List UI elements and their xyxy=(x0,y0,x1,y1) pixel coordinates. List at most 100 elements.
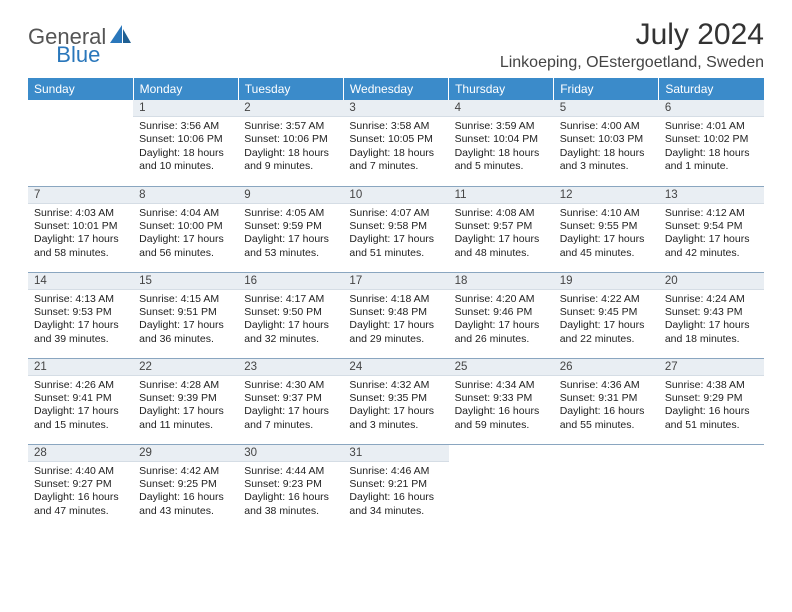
day-number: 24 xyxy=(343,359,448,376)
day-details: Sunrise: 4:01 AMSunset: 10:02 PMDaylight… xyxy=(659,117,764,178)
day-number: 1 xyxy=(133,100,238,117)
daylight-line1: Daylight: 17 hours xyxy=(349,405,442,418)
daylight-line1: Daylight: 17 hours xyxy=(139,233,232,246)
calendar-table: Sunday Monday Tuesday Wednesday Thursday… xyxy=(28,78,764,530)
daylight-line2: and 51 minutes. xyxy=(665,419,758,432)
sunset-text: Sunset: 10:00 PM xyxy=(139,220,232,233)
daylight-line1: Daylight: 18 hours xyxy=(665,147,758,160)
daylight-line2: and 10 minutes. xyxy=(139,160,232,173)
calendar-cell: 12Sunrise: 4:10 AMSunset: 9:55 PMDayligh… xyxy=(554,186,659,272)
calendar-cell: 25Sunrise: 4:34 AMSunset: 9:33 PMDayligh… xyxy=(449,358,554,444)
calendar-row: 7Sunrise: 4:03 AMSunset: 10:01 PMDayligh… xyxy=(28,186,764,272)
sunrise-text: Sunrise: 4:40 AM xyxy=(34,465,127,478)
sunrise-text: Sunrise: 4:44 AM xyxy=(244,465,337,478)
day-details: Sunrise: 4:26 AMSunset: 9:41 PMDaylight:… xyxy=(28,376,133,437)
day-number: 5 xyxy=(554,100,659,117)
sunset-text: Sunset: 9:27 PM xyxy=(34,478,127,491)
logo-text-blue: Blue xyxy=(56,42,100,68)
daylight-line2: and 26 minutes. xyxy=(455,333,548,346)
daylight-line1: Daylight: 17 hours xyxy=(244,405,337,418)
title-block: July 2024 Linkoeping, OEstergoetland, Sw… xyxy=(500,18,764,72)
daylight-line1: Daylight: 17 hours xyxy=(139,319,232,332)
daylight-line2: and 59 minutes. xyxy=(455,419,548,432)
sunset-text: Sunset: 9:37 PM xyxy=(244,392,337,405)
sunset-text: Sunset: 10:02 PM xyxy=(665,133,758,146)
day-number: 15 xyxy=(133,273,238,290)
sunrise-text: Sunrise: 4:36 AM xyxy=(560,379,653,392)
calendar-row: 21Sunrise: 4:26 AMSunset: 9:41 PMDayligh… xyxy=(28,358,764,444)
day-number: 4 xyxy=(449,100,554,117)
daylight-line2: and 7 minutes. xyxy=(244,419,337,432)
sunset-text: Sunset: 9:58 PM xyxy=(349,220,442,233)
day-details: Sunrise: 4:07 AMSunset: 9:58 PMDaylight:… xyxy=(343,204,448,265)
daylight-line1: Daylight: 17 hours xyxy=(560,319,653,332)
sunset-text: Sunset: 9:21 PM xyxy=(349,478,442,491)
calendar-cell: 5Sunrise: 4:00 AMSunset: 10:03 PMDayligh… xyxy=(554,100,659,186)
day-details: Sunrise: 4:05 AMSunset: 9:59 PMDaylight:… xyxy=(238,204,343,265)
sunset-text: Sunset: 10:01 PM xyxy=(34,220,127,233)
sunrise-text: Sunrise: 4:30 AM xyxy=(244,379,337,392)
day-number: 2 xyxy=(238,100,343,117)
calendar-cell: 27Sunrise: 4:38 AMSunset: 9:29 PMDayligh… xyxy=(659,358,764,444)
sunrise-text: Sunrise: 3:56 AM xyxy=(139,120,232,133)
weekday-header: Wednesday xyxy=(343,78,448,100)
sunset-text: Sunset: 10:06 PM xyxy=(244,133,337,146)
daylight-line1: Daylight: 16 hours xyxy=(34,491,127,504)
day-details: Sunrise: 4:42 AMSunset: 9:25 PMDaylight:… xyxy=(133,462,238,523)
day-number: 8 xyxy=(133,187,238,204)
sunrise-text: Sunrise: 4:22 AM xyxy=(560,293,653,306)
sunset-text: Sunset: 10:05 PM xyxy=(349,133,442,146)
sunset-text: Sunset: 9:23 PM xyxy=(244,478,337,491)
day-details: Sunrise: 4:20 AMSunset: 9:46 PMDaylight:… xyxy=(449,290,554,351)
page-header: General Blue July 2024 Linkoeping, OEste… xyxy=(28,18,764,72)
sunrise-text: Sunrise: 4:12 AM xyxy=(665,207,758,220)
sunrise-text: Sunrise: 4:01 AM xyxy=(665,120,758,133)
daylight-line2: and 9 minutes. xyxy=(244,160,337,173)
sunrise-text: Sunrise: 4:05 AM xyxy=(244,207,337,220)
calendar-cell: 2Sunrise: 3:57 AMSunset: 10:06 PMDayligh… xyxy=(238,100,343,186)
calendar-cell: 23Sunrise: 4:30 AMSunset: 9:37 PMDayligh… xyxy=(238,358,343,444)
sunset-text: Sunset: 9:46 PM xyxy=(455,306,548,319)
calendar-cell: 18Sunrise: 4:20 AMSunset: 9:46 PMDayligh… xyxy=(449,272,554,358)
daylight-line1: Daylight: 17 hours xyxy=(244,319,337,332)
daylight-line2: and 29 minutes. xyxy=(349,333,442,346)
day-details: Sunrise: 4:15 AMSunset: 9:51 PMDaylight:… xyxy=(133,290,238,351)
daylight-line2: and 3 minutes. xyxy=(560,160,653,173)
daylight-line2: and 48 minutes. xyxy=(455,247,548,260)
day-number: 29 xyxy=(133,445,238,462)
calendar-cell: 24Sunrise: 4:32 AMSunset: 9:35 PMDayligh… xyxy=(343,358,448,444)
day-details: Sunrise: 3:56 AMSunset: 10:06 PMDaylight… xyxy=(133,117,238,178)
day-details: Sunrise: 4:30 AMSunset: 9:37 PMDaylight:… xyxy=(238,376,343,437)
daylight-line1: Daylight: 16 hours xyxy=(455,405,548,418)
sunrise-text: Sunrise: 4:24 AM xyxy=(665,293,758,306)
sunset-text: Sunset: 9:48 PM xyxy=(349,306,442,319)
day-number: 23 xyxy=(238,359,343,376)
day-details: Sunrise: 4:18 AMSunset: 9:48 PMDaylight:… xyxy=(343,290,448,351)
logo-sail-icon xyxy=(110,25,132,50)
daylight-line2: and 56 minutes. xyxy=(139,247,232,260)
calendar-cell: 13Sunrise: 4:12 AMSunset: 9:54 PMDayligh… xyxy=(659,186,764,272)
calendar-cell: 22Sunrise: 4:28 AMSunset: 9:39 PMDayligh… xyxy=(133,358,238,444)
day-details: Sunrise: 3:58 AMSunset: 10:05 PMDaylight… xyxy=(343,117,448,178)
sunrise-text: Sunrise: 4:17 AM xyxy=(244,293,337,306)
daylight-line1: Daylight: 18 hours xyxy=(455,147,548,160)
sunrise-text: Sunrise: 4:28 AM xyxy=(139,379,232,392)
daylight-line2: and 15 minutes. xyxy=(34,419,127,432)
calendar-header-row: Sunday Monday Tuesday Wednesday Thursday… xyxy=(28,78,764,100)
day-number: 12 xyxy=(554,187,659,204)
day-number: 30 xyxy=(238,445,343,462)
daylight-line1: Daylight: 17 hours xyxy=(244,233,337,246)
day-number: 25 xyxy=(449,359,554,376)
daylight-line1: Daylight: 18 hours xyxy=(349,147,442,160)
calendar-row: 28Sunrise: 4:40 AMSunset: 9:27 PMDayligh… xyxy=(28,444,764,530)
day-details: Sunrise: 3:57 AMSunset: 10:06 PMDaylight… xyxy=(238,117,343,178)
day-details: Sunrise: 4:38 AMSunset: 9:29 PMDaylight:… xyxy=(659,376,764,437)
calendar-cell xyxy=(449,444,554,530)
daylight-line1: Daylight: 16 hours xyxy=(139,491,232,504)
weekday-header: Sunday xyxy=(28,78,133,100)
day-number: 27 xyxy=(659,359,764,376)
daylight-line1: Daylight: 17 hours xyxy=(349,233,442,246)
day-number: 6 xyxy=(659,100,764,117)
calendar-cell: 21Sunrise: 4:26 AMSunset: 9:41 PMDayligh… xyxy=(28,358,133,444)
sunset-text: Sunset: 9:45 PM xyxy=(560,306,653,319)
